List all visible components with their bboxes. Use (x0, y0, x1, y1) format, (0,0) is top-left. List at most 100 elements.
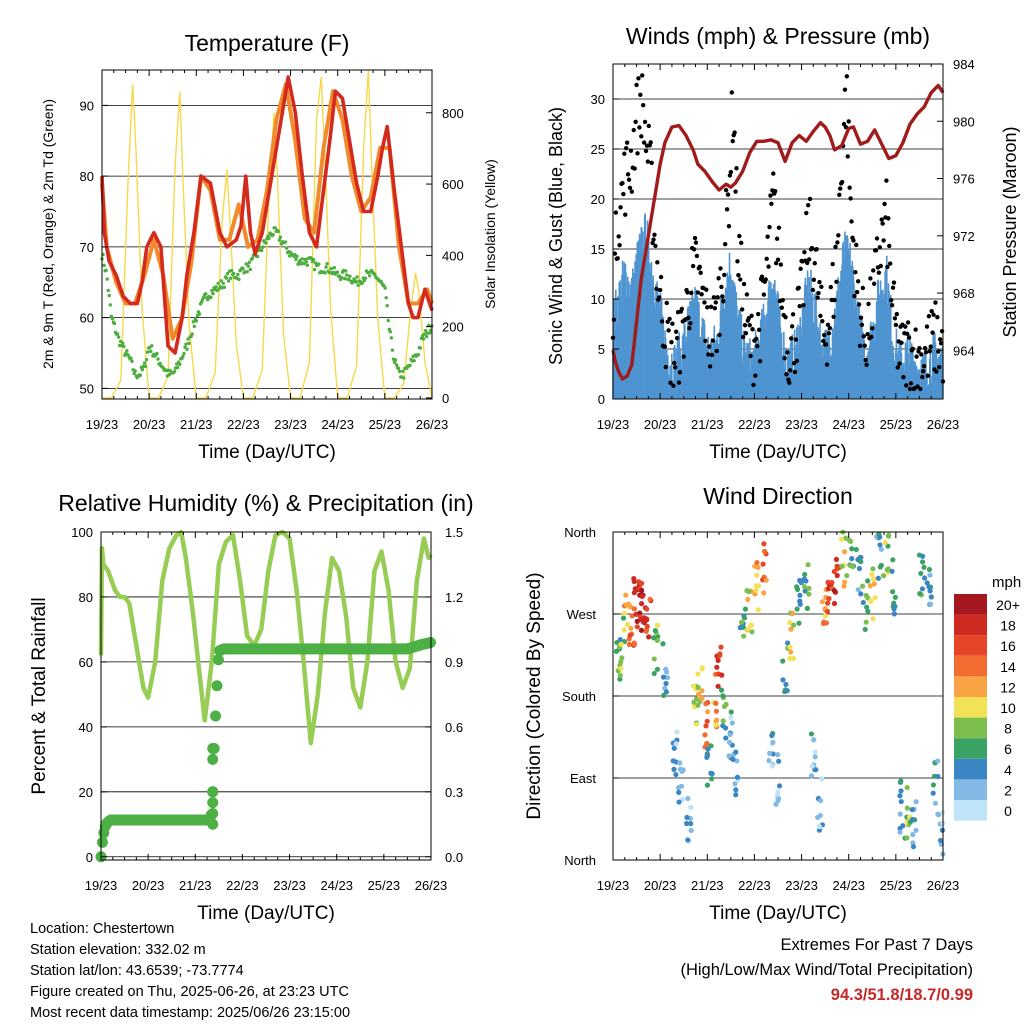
x-tick-label: 20/23 (644, 878, 677, 893)
gust-point (714, 348, 719, 354)
direction-point (773, 801, 779, 807)
direction-point (695, 702, 701, 708)
dewpoint-point (104, 268, 108, 273)
dewpoint-point (204, 292, 208, 296)
direction-point (755, 607, 761, 613)
gust-point (825, 322, 831, 327)
dewpoint-point (156, 357, 160, 361)
winds-title: Winds (mph) & Pressure (mb) (626, 23, 930, 49)
gust-point (927, 349, 932, 354)
x-tick-label: 25/23 (368, 878, 401, 893)
direction-point (825, 586, 832, 592)
gust-point (658, 274, 664, 280)
colorbar-swatch (954, 738, 987, 759)
dewpoint-point (172, 369, 177, 374)
direction-point (748, 622, 754, 628)
gust-point (663, 364, 668, 370)
y-tick-label: 20 (591, 192, 605, 207)
dewpoint-point (276, 229, 281, 234)
gust-point (711, 295, 717, 300)
direction-point (769, 763, 775, 769)
direction-point (695, 684, 701, 691)
gust-point (858, 315, 864, 320)
colorbar-label: 18 (1000, 618, 1016, 634)
y-tick-label: 15 (591, 242, 605, 257)
y-tick-label: 70 (80, 240, 94, 255)
gust-point (766, 264, 771, 269)
gust-point (721, 299, 726, 304)
dewpoint-point (106, 288, 110, 293)
gust-point (634, 82, 639, 88)
y2-tick-label: 0.6 (445, 720, 463, 735)
dewpoint-point (363, 276, 368, 280)
gust-point (859, 322, 865, 328)
gust-point (651, 237, 656, 242)
gust-point (903, 324, 908, 329)
gust-point (753, 373, 758, 378)
gust-point (921, 364, 927, 369)
y2-tick-label: 972 (953, 229, 975, 244)
dewpoint-point (112, 321, 117, 326)
gust-point (768, 193, 773, 198)
gust-point (732, 130, 737, 135)
direction-point (664, 669, 670, 675)
direction-point (796, 620, 802, 626)
direction-y-label: Direction (Colored By Speed) (524, 572, 545, 819)
gust-point (636, 76, 641, 81)
gust-point (816, 290, 821, 296)
gust-point (662, 344, 668, 349)
humidity-y-label: Percent & Total Rainfall (29, 597, 50, 794)
x-tick-label: 22/23 (227, 417, 260, 432)
gust-point (882, 201, 887, 207)
y-tick-label: 100 (71, 525, 93, 540)
gust-point (802, 250, 807, 255)
gust-point (730, 138, 735, 144)
gust-point (905, 320, 911, 325)
direction-point (826, 596, 832, 602)
gust-point (876, 270, 882, 275)
direction-point (856, 565, 863, 572)
y2-tick-label: 976 (953, 172, 975, 187)
gust-point (888, 297, 894, 303)
direction-point (644, 616, 650, 622)
temperature-x-ticks: 19/23 20/23 21/23 22/23 23/23 24/23 25/23 26/23 (86, 70, 448, 432)
gust-point (788, 368, 793, 373)
gust-point (735, 259, 740, 264)
x-tick-label: 21/23 (691, 417, 724, 432)
gust-point (738, 277, 743, 282)
gust-point (889, 303, 895, 308)
gust-point (824, 362, 830, 367)
direction-point (767, 750, 773, 756)
direction-point (804, 605, 810, 611)
gust-point (822, 332, 827, 338)
gust-point (809, 245, 815, 251)
humidity-y-ticks: 0 20 40 60 80 100 (71, 525, 107, 865)
direction-point (613, 648, 620, 655)
dewpoint-point (129, 356, 133, 360)
direction-point (718, 687, 725, 693)
gust-point (653, 243, 658, 249)
dewpoint-point (261, 245, 265, 249)
direction-point (788, 649, 794, 655)
direction-point (859, 583, 866, 589)
gust-point (894, 311, 899, 317)
direction-point (708, 770, 714, 776)
direction-point (654, 622, 661, 628)
dewpoint-point (422, 332, 427, 336)
x-tick-label: 25/23 (369, 417, 402, 432)
gust-point (659, 319, 665, 324)
y-tick-label: East (570, 771, 596, 786)
direction-point (892, 603, 898, 610)
y-tick-label: 90 (80, 98, 94, 113)
gust-point (891, 280, 897, 285)
dewpoint-point (421, 337, 426, 341)
gust-point (724, 207, 730, 212)
direction-point (787, 655, 793, 662)
dewpoint-point (184, 342, 188, 346)
direction-point (702, 732, 708, 738)
direction-point (816, 827, 823, 833)
dewpoint-point (181, 354, 185, 359)
gust-point (866, 301, 871, 307)
gust-point (827, 325, 833, 331)
gust-point (931, 312, 936, 317)
